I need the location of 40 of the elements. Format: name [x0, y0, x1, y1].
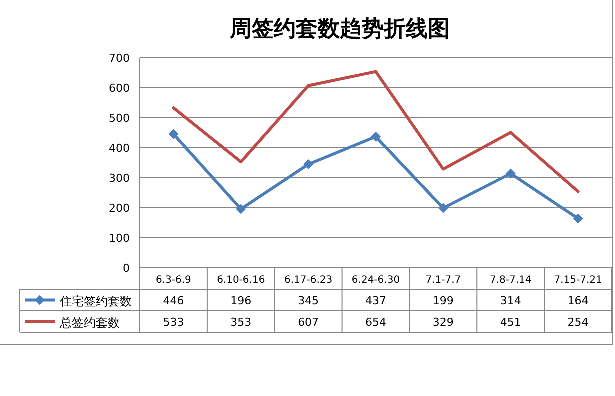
point: [438, 203, 448, 214]
data-label: 446: [163, 294, 184, 308]
x-tick-label: 7.8-7.14: [490, 275, 532, 286]
point: [506, 168, 516, 179]
point: [371, 132, 381, 142]
chart-title: 周签约套数趋势折线图: [229, 16, 450, 42]
data-label: 353: [230, 316, 252, 329]
data-label: 254: [568, 316, 589, 329]
point: [304, 160, 314, 170]
data-label: 654: [366, 316, 386, 329]
point: [168, 129, 179, 140]
data-label: 196: [230, 294, 252, 308]
line-series: [172, 70, 580, 194]
x-tick-label: 6.3-6.9: [156, 275, 192, 286]
x-tick-label: 6.17-6.23: [284, 275, 333, 286]
y-tick-label: 100: [109, 232, 130, 245]
y-tick-label: 700: [109, 52, 130, 65]
data-label: 533: [163, 316, 184, 329]
y-tick-label: 500: [109, 112, 130, 125]
x-tick-label: 6.10-6.16: [217, 275, 266, 286]
x-tick-label: 7.1-7.7: [426, 275, 462, 286]
data-label: 345: [298, 294, 320, 308]
legend-label: 总签约套数: [59, 316, 120, 330]
legend-label: 住宅签约套数: [59, 294, 132, 308]
data-label: 607: [298, 316, 320, 329]
point: [573, 214, 584, 224]
x-tick-label: 7.15-7.21: [554, 275, 602, 286]
data-label: 437: [366, 294, 386, 308]
data-label: 451: [500, 316, 522, 329]
y-tick-label: 300: [109, 172, 130, 185]
y-tick-label: 400: [109, 142, 130, 155]
point: [236, 204, 246, 214]
data-label: 164: [568, 294, 589, 308]
y-tick-label: 0: [123, 262, 130, 275]
data-label: 329: [432, 316, 454, 329]
data-label: 314: [500, 294, 522, 308]
data-label: 199: [432, 294, 454, 308]
y-tick-label: 600: [109, 82, 130, 95]
x-tick-label: 6.24-6.30: [352, 275, 400, 286]
y-tick-label: 200: [109, 202, 130, 215]
